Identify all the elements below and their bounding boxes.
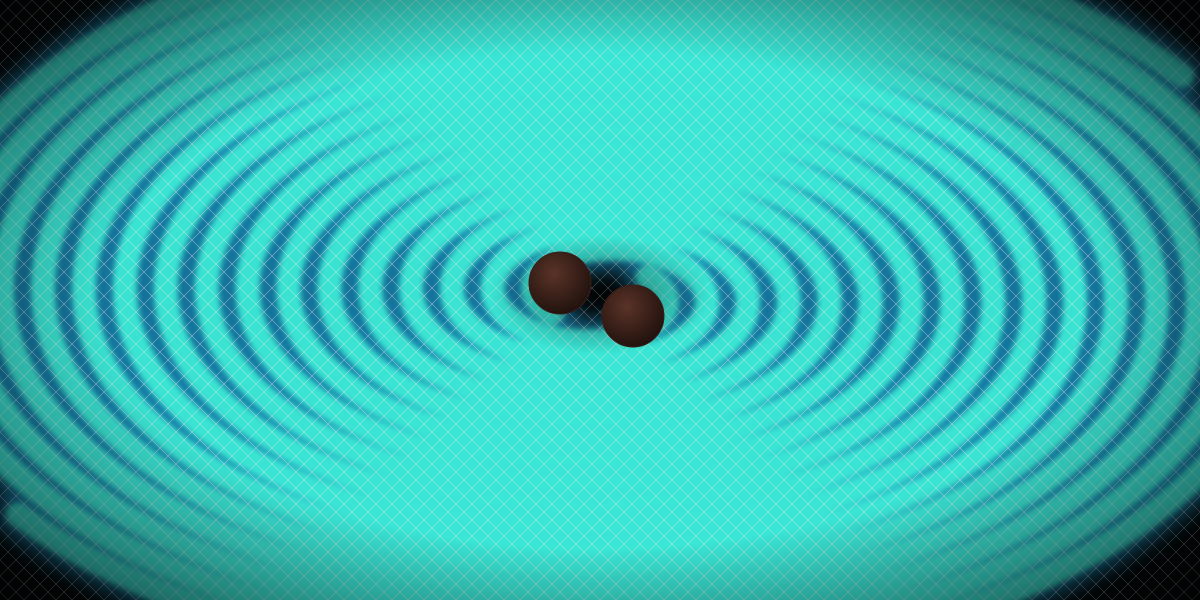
vignette bbox=[0, 0, 1200, 600]
spacetime-illustration bbox=[0, 0, 1200, 600]
gravitational-wave-scene bbox=[0, 0, 1200, 600]
